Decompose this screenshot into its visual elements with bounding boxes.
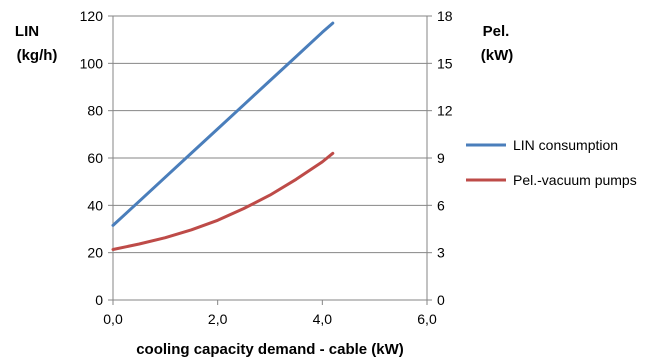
y-right-tick-label: 0 — [437, 292, 445, 308]
y-right-tick-label: 6 — [437, 197, 445, 213]
tick-labels: 0 20 40 60 80 100 120 0 3 6 9 12 15 18 0,0 2,0 4,0 6,0 — [80, 8, 453, 327]
legend-label-lin: LIN consumption — [513, 137, 618, 153]
x-tick-label: 4,0 — [313, 311, 333, 327]
y-right-tick-label: 18 — [437, 8, 453, 24]
y-left-title-line2: (kg/h) — [17, 47, 58, 64]
y-right-tick-label: 12 — [437, 103, 453, 119]
y-right-tick-label: 3 — [437, 245, 445, 261]
y-right-tick-label: 9 — [437, 150, 445, 166]
series-lines — [111, 21, 335, 251]
series-line-pel-vacuum-pumps — [111, 151, 335, 251]
x-tick-label: 0,0 — [103, 311, 123, 327]
y-left-tick-label: 100 — [80, 55, 104, 71]
x-tick-label: 6,0 — [417, 311, 437, 327]
y-left-tick-label: 60 — [87, 150, 103, 166]
y-left-title-line1: LIN — [15, 23, 39, 40]
y-left-tick-label: 40 — [87, 197, 103, 213]
y-right-title-line1: Pel. — [483, 23, 510, 40]
y-left-tick-label: 80 — [87, 103, 103, 119]
series-line-lin-consumption — [111, 21, 335, 227]
gridlines — [113, 15, 427, 254]
x-tick-label: 2,0 — [208, 311, 228, 327]
y-left-tick-label: 20 — [87, 245, 103, 261]
x-axis-title: cooling capacity demand - cable (kW) — [136, 341, 404, 358]
y-right-tick-label: 15 — [437, 55, 453, 71]
legend: LIN consumption Pel.-vacuum pumps — [466, 137, 637, 188]
y-right-title-line2: (kW) — [481, 47, 514, 64]
legend-label-pel: Pel.-vacuum pumps — [513, 172, 637, 188]
tick-marks — [108, 15, 432, 305]
y-left-tick-label: 120 — [80, 8, 104, 24]
y-left-tick-label: 0 — [95, 292, 103, 308]
